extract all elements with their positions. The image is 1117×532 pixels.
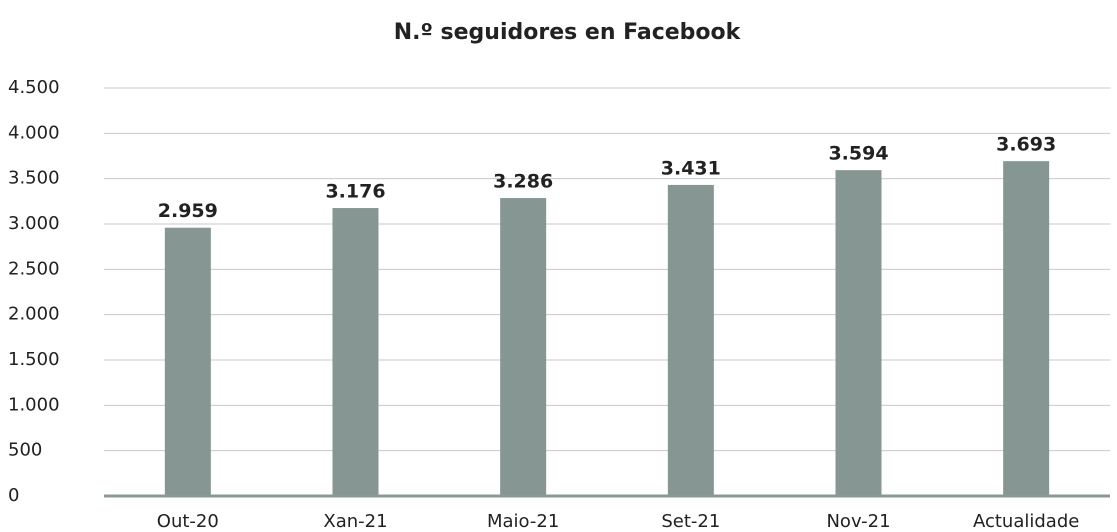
y-tick-label: 3.000	[8, 213, 60, 234]
x-tick-label: Out-20	[157, 511, 219, 532]
y-tick-label: 0	[8, 485, 19, 506]
y-tick-label: 500	[8, 440, 42, 461]
y-tick-label: 4.000	[8, 122, 60, 143]
y-tick-label: 1.000	[8, 394, 60, 415]
chart-title: N.º seguidores en Facebook	[394, 20, 742, 45]
bar	[164, 227, 211, 496]
y-tick-label: 1.500	[8, 349, 60, 370]
bar	[835, 170, 882, 497]
x-tick-label: Set-21	[661, 511, 720, 532]
data-label: 3.693	[996, 134, 1056, 156]
bar	[500, 198, 547, 496]
bar	[332, 208, 379, 496]
y-tick-label: 2.500	[8, 258, 60, 279]
x-tick-label: Xan-21	[323, 511, 387, 532]
y-tick-label: 3.500	[8, 168, 60, 189]
x-tick-label: Nov-21	[826, 511, 890, 532]
bar	[667, 184, 714, 496]
data-label: 3.286	[493, 171, 553, 193]
x-tick-label: Maio-21	[487, 511, 559, 532]
x-tick-label: Actualidade	[973, 511, 1079, 532]
data-label: 3.176	[325, 181, 385, 203]
data-label: 3.431	[661, 157, 721, 179]
y-tick-label: 4.500	[8, 77, 60, 98]
bar	[1003, 161, 1050, 496]
data-label: 3.594	[828, 143, 888, 165]
y-tick-label: 2.000	[8, 304, 60, 325]
data-label: 2.959	[158, 200, 218, 222]
